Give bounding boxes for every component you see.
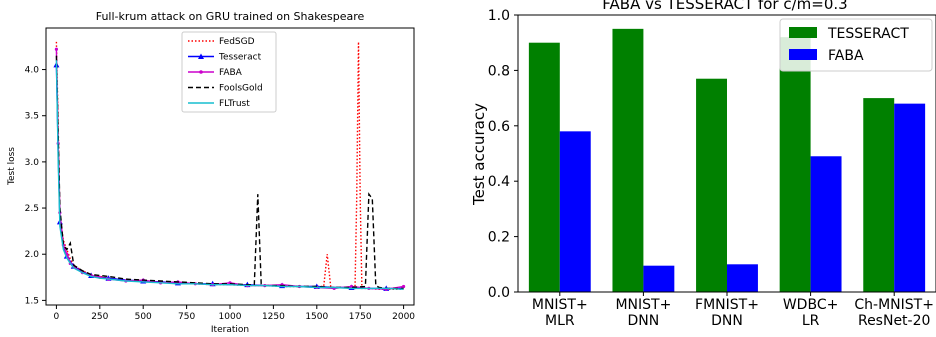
left-y-tick-label: 1.5 (25, 296, 39, 306)
right-y-tick-label: 0.6 (488, 119, 510, 135)
right-x-tick-label: DNN (711, 313, 743, 329)
right-legend-box (779, 18, 933, 72)
bar-faba (894, 103, 926, 292)
left-axis-ticks: 0 250 500 750 1000 1250 1500 1750 2000 1.5 2.0 2.5 3… (25, 66, 416, 322)
bar-tesseract (612, 28, 644, 292)
right-x-tick-label: FMNIST+ (695, 297, 759, 313)
bar-faba (810, 156, 842, 292)
right-x-tick-label: MNIST+ (615, 297, 671, 313)
legend-label-foolsgold: FoolsGold (219, 84, 263, 94)
bar-faba (643, 265, 675, 292)
bar-tesseract (528, 42, 560, 293)
legend-label-faba: FABA (219, 68, 243, 78)
chart-title-left: Full-krum attack on GRU trained on Shake… (96, 10, 365, 23)
left-legend-box (181, 31, 277, 113)
legend-label-faba: FABA (828, 48, 864, 64)
left-y-tick-label: 3.0 (25, 158, 40, 168)
legend-label-tesseract: TESSERACT (827, 26, 909, 42)
chart-title-right: FABA vs TESSERACT for c/m=0.3 (602, 0, 847, 13)
left-y-tick-label: 3.5 (25, 112, 39, 122)
series-line-fltrust (55, 60, 404, 290)
bar-tesseract (696, 78, 727, 293)
left-y-tick-label: 2.5 (25, 204, 39, 214)
right-x-tick-label: DNN (628, 313, 660, 329)
bar-faba (727, 264, 758, 292)
right-x-tick-label: Ch-MNIST+ (854, 297, 934, 313)
right-bars (528, 28, 926, 293)
line-chart-test-loss: Full-krum attack on GRU trained on Shake… (7, 10, 416, 335)
legend-marker-faba (199, 70, 203, 74)
series-marker-faba (401, 284, 406, 289)
right-y-tick-label: 0.8 (488, 63, 510, 79)
left-plot-frame (45, 27, 415, 306)
legend-label-tesseract: Tesseract (218, 53, 262, 63)
left-x-tick-label: 500 (135, 312, 152, 322)
left-x-tick-label: 1000 (219, 312, 242, 322)
left-x-tick-label: 1250 (262, 312, 285, 322)
right-axis-ticks: 0.00.20.40.60.81.0MNIST+MLRMNIST+DNNFMNI… (488, 8, 934, 329)
right-y-tick-label: 0.4 (488, 174, 510, 190)
left-x-axis-label: Iteration (211, 325, 249, 335)
left-y-tick-label: 2.0 (25, 250, 40, 260)
series-line-foolsgold (55, 55, 404, 290)
bar-tesseract (779, 37, 811, 292)
legend-swatch-tesseract (789, 27, 817, 38)
right-x-tick-label: MLR (545, 313, 575, 329)
right-x-tick-label: LR (802, 313, 820, 329)
legend-label-fedsgd: FedSGD (219, 37, 255, 47)
right-y-axis-label: Test accuracy (470, 103, 488, 206)
left-x-tick-label: 750 (178, 312, 195, 322)
series-marker-faba (54, 47, 59, 51)
legend-swatch-faba (789, 49, 817, 60)
legend-marker-tesseract (198, 53, 204, 59)
legend-label-fltrust: FLTrust (219, 99, 250, 109)
right-plot-frame (517, 14, 936, 293)
right-y-tick-label: 0.2 (488, 230, 510, 246)
left-x-tick-label: 1500 (305, 312, 328, 322)
bar-tesseract (863, 98, 895, 292)
left-x-tick-label: 1750 (349, 312, 372, 322)
left-y-axis-label: Test loss (7, 147, 17, 186)
left-x-tick-label: 250 (91, 312, 108, 322)
right-legend: TESSERACT FABA (779, 18, 933, 72)
right-x-tick-label: WDBC+ (783, 297, 839, 313)
right-y-tick-label: 1.0 (488, 8, 510, 24)
right-y-tick-label: 0.0 (488, 285, 510, 301)
right-x-tick-label: MNIST+ (532, 297, 588, 313)
bar-faba (559, 131, 591, 292)
left-y-tick-label: 4.0 (25, 66, 40, 76)
left-x-tick-label: 0 (54, 312, 60, 322)
left-x-tick-label: 2000 (392, 312, 415, 322)
left-series-lines (53, 41, 406, 291)
left-legend: FedSGD Tesseract FABA FoolsGold FLTrust (181, 31, 277, 113)
right-x-tick-label: ResNet-20 (858, 313, 930, 329)
